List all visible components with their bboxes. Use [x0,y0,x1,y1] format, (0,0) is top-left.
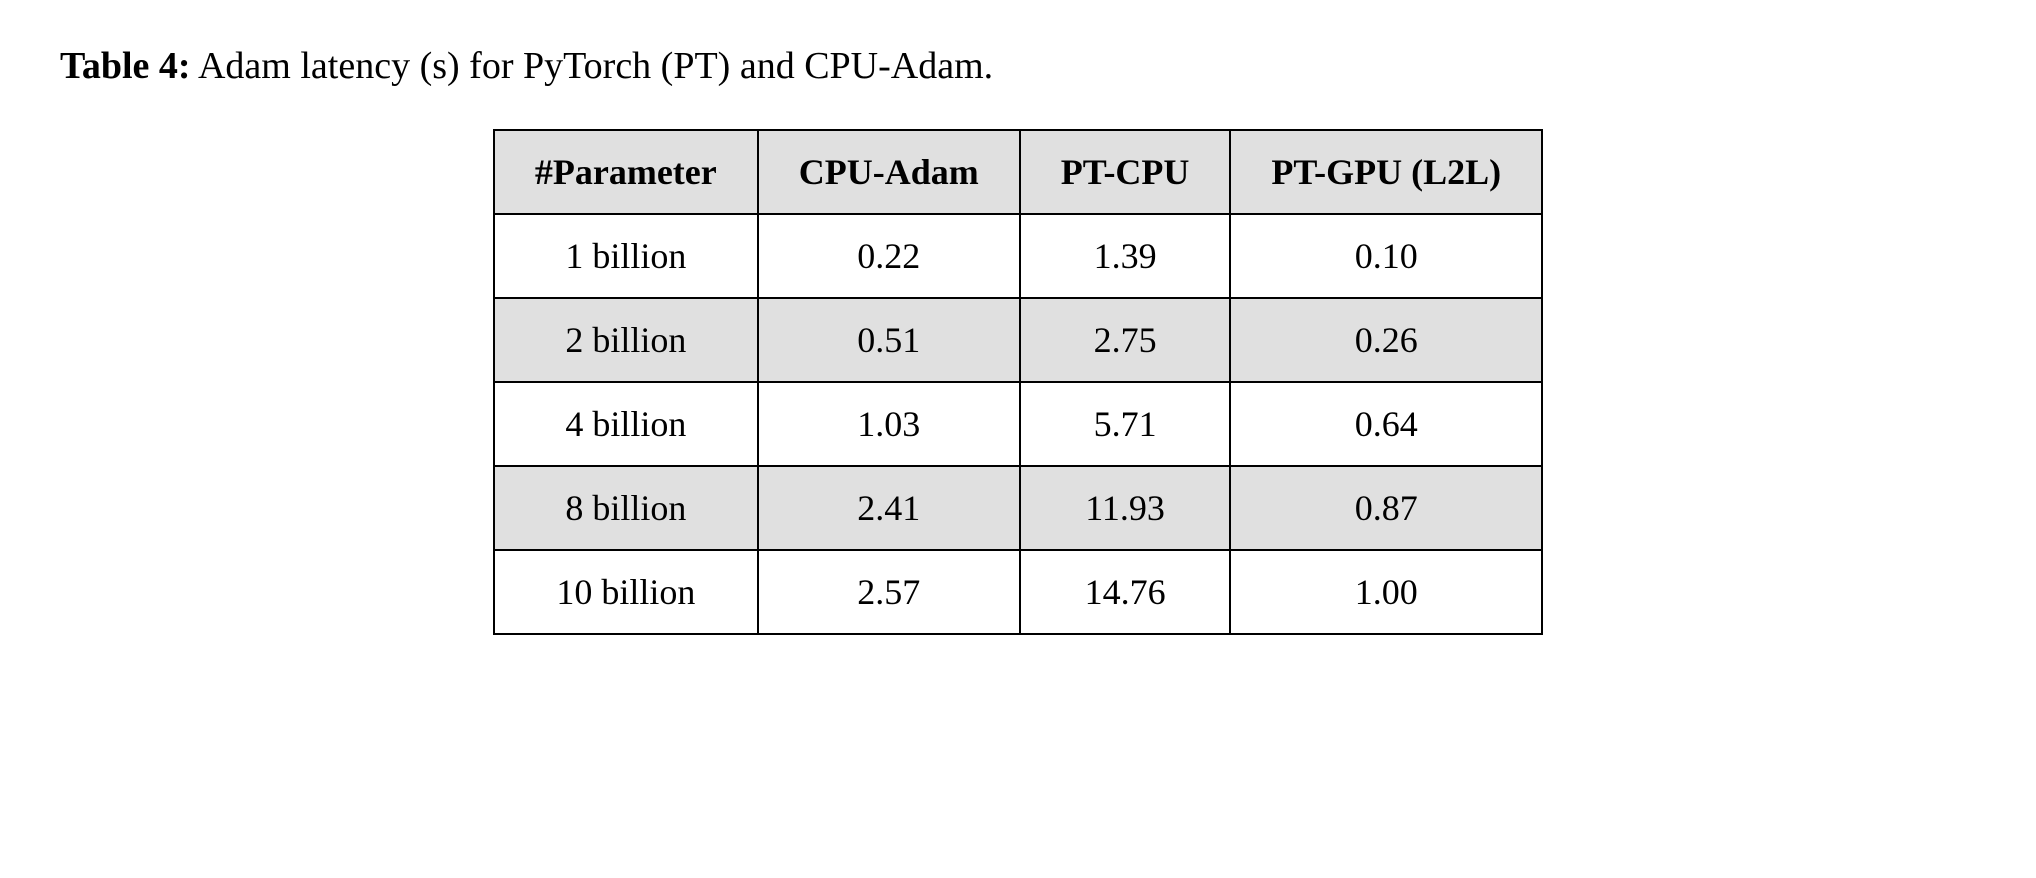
cell-pt-gpu: 0.26 [1230,298,1542,382]
cell-cpu-adam: 0.51 [758,298,1020,382]
cell-pt-cpu: 11.93 [1020,466,1231,550]
table-row: 4 billion 1.03 5.71 0.64 [494,382,1542,466]
cell-pt-gpu: 0.87 [1230,466,1542,550]
cell-parameter: 8 billion [494,466,758,550]
col-header-pt-gpu: PT-GPU (L2L) [1230,130,1542,214]
cell-parameter: 1 billion [494,214,758,298]
cell-parameter: 10 billion [494,550,758,634]
cell-pt-cpu: 14.76 [1020,550,1231,634]
caption-text: Adam latency (s) for PyTorch (PT) and CP… [198,45,993,87]
cell-parameter: 2 billion [494,298,758,382]
col-header-parameter: #Parameter [494,130,758,214]
cell-cpu-adam: 0.22 [758,214,1020,298]
cell-pt-cpu: 2.75 [1020,298,1231,382]
cell-cpu-adam: 2.57 [758,550,1020,634]
cell-pt-gpu: 0.64 [1230,382,1542,466]
table-row: 1 billion 0.22 1.39 0.10 [494,214,1542,298]
cell-pt-gpu: 0.10 [1230,214,1542,298]
cell-pt-cpu: 5.71 [1020,382,1231,466]
table-header-row: #Parameter CPU-Adam PT-CPU PT-GPU (L2L) [494,130,1542,214]
cell-pt-gpu: 1.00 [1230,550,1542,634]
table-row: 8 billion 2.41 11.93 0.87 [494,466,1542,550]
table-caption: Table 4: Adam latency (s) for PyTorch (P… [60,40,1976,93]
col-header-cpu-adam: CPU-Adam [758,130,1020,214]
table-wrapper: #Parameter CPU-Adam PT-CPU PT-GPU (L2L) … [60,129,1976,635]
cell-cpu-adam: 1.03 [758,382,1020,466]
cell-pt-cpu: 1.39 [1020,214,1231,298]
table-row: 10 billion 2.57 14.76 1.00 [494,550,1542,634]
caption-label: Table 4: [60,45,191,87]
cell-cpu-adam: 2.41 [758,466,1020,550]
latency-table: #Parameter CPU-Adam PT-CPU PT-GPU (L2L) … [493,129,1543,635]
col-header-pt-cpu: PT-CPU [1020,130,1231,214]
table-row: 2 billion 0.51 2.75 0.26 [494,298,1542,382]
cell-parameter: 4 billion [494,382,758,466]
